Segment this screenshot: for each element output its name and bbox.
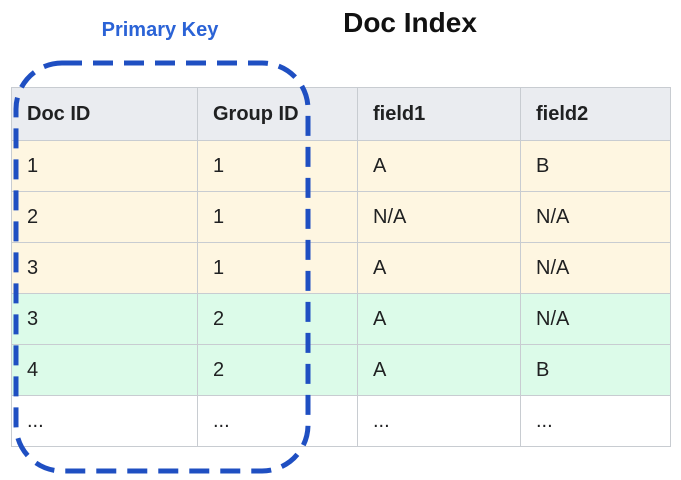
cell-field2: B <box>520 140 671 192</box>
header-doc-id: Doc ID <box>11 87 198 141</box>
cell-group-id: 1 <box>197 140 358 192</box>
cell-group-id: 2 <box>197 344 358 396</box>
cell-field1: A <box>357 344 521 396</box>
cell-group-id: 2 <box>197 293 358 345</box>
cell-group-id: ... <box>197 395 358 447</box>
table-row: 3 2 A N/A <box>11 293 671 345</box>
header-field1: field1 <box>357 87 521 141</box>
header-row: Doc ID Group ID field1 field2 <box>11 87 671 141</box>
cell-field1: A <box>357 293 521 345</box>
table-row: 2 1 N/A N/A <box>11 191 671 243</box>
cell-doc-id: ... <box>11 395 198 447</box>
primary-key-label: Primary Key <box>101 19 219 41</box>
doc-index-table: Doc ID Group ID field1 field2 1 1 A B 2 … <box>11 87 671 447</box>
header-field2: field2 <box>520 87 671 141</box>
table-row: ... ... ... ... <box>11 395 671 447</box>
cell-field2: N/A <box>520 293 671 345</box>
header-group-id: Group ID <box>197 87 358 141</box>
cell-group-id: 1 <box>197 191 358 243</box>
table-row: 3 1 A N/A <box>11 242 671 294</box>
cell-field2: B <box>520 344 671 396</box>
diagram-title: Doc Index <box>343 7 477 38</box>
cell-doc-id: 3 <box>11 242 198 294</box>
cell-field1: ... <box>357 395 521 447</box>
cell-group-id: 1 <box>197 242 358 294</box>
cell-field2: N/A <box>520 191 671 243</box>
table-row: 1 1 A B <box>11 140 671 192</box>
cell-field2: ... <box>520 395 671 447</box>
cell-doc-id: 4 <box>11 344 198 396</box>
cell-doc-id: 3 <box>11 293 198 345</box>
cell-field1: N/A <box>357 191 521 243</box>
cell-doc-id: 2 <box>11 191 198 243</box>
cell-field1: A <box>357 242 521 294</box>
cell-doc-id: 1 <box>11 140 198 192</box>
table-row: 4 2 A B <box>11 344 671 396</box>
cell-field2: N/A <box>520 242 671 294</box>
cell-field1: A <box>357 140 521 192</box>
